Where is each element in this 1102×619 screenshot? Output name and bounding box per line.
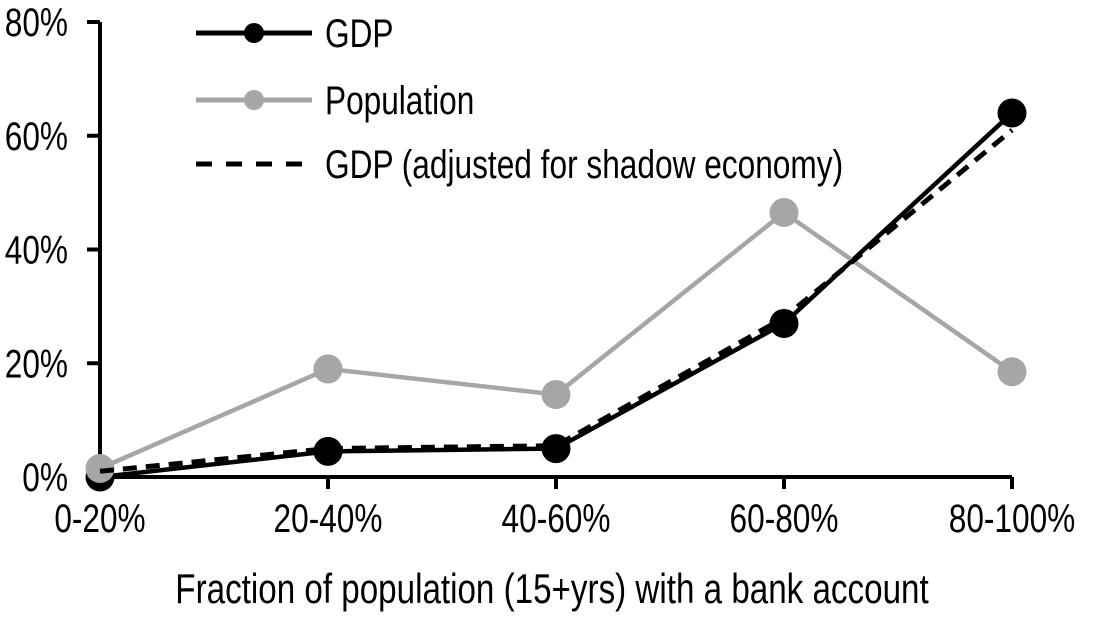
legend-swatch-marker bbox=[244, 90, 264, 110]
series-population-marker bbox=[997, 357, 1027, 387]
x-axis-title: Fraction of population (15+yrs) with a b… bbox=[175, 565, 929, 612]
y-tick-label: 20% bbox=[5, 342, 68, 386]
series-population-marker bbox=[769, 198, 799, 228]
y-tick-label: 40% bbox=[5, 229, 68, 273]
series-population-marker bbox=[85, 453, 115, 483]
legend-item-label: GDP bbox=[325, 12, 394, 56]
x-tick-label: 80-100% bbox=[949, 497, 1076, 541]
y-tick-label: 0% bbox=[22, 456, 68, 500]
series-gdp-marker bbox=[313, 436, 343, 466]
series-population-marker bbox=[313, 354, 343, 384]
x-tick-label: 40-60% bbox=[502, 497, 611, 541]
series-gdp-adjusted-line bbox=[99, 128, 1014, 474]
series-population-marker bbox=[541, 380, 571, 410]
series-gdp-marker bbox=[997, 98, 1027, 128]
legend-item-label: Population bbox=[325, 79, 474, 123]
x-tick-label: 60-80% bbox=[730, 497, 839, 541]
y-tick-label: 60% bbox=[5, 115, 68, 159]
series-gdp-marker bbox=[769, 308, 799, 338]
legend-swatch-marker bbox=[244, 23, 264, 43]
y-tick-label: 80% bbox=[5, 1, 68, 45]
legend-item-label: GDP (adjusted for shadow economy) bbox=[325, 143, 843, 187]
x-tick-label: 0-20% bbox=[54, 497, 145, 541]
x-tick-label: 20-40% bbox=[274, 497, 383, 541]
